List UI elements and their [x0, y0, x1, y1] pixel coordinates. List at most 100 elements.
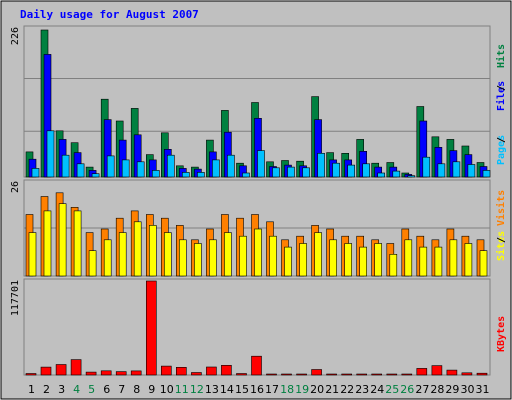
legend-sites: Sites — [495, 231, 507, 261]
bar-kbytes-day-17 — [266, 373, 277, 376]
bar-pages-day-27 — [422, 156, 431, 178]
bar-pages-day-14 — [227, 154, 235, 178]
x-tick-label: 28 — [430, 383, 444, 396]
bar-pages-day-8 — [136, 161, 145, 178]
x-tick-label: 21 — [325, 383, 339, 396]
bar-kbytes-day-19 — [296, 373, 307, 376]
x-tick-label: 27 — [415, 383, 429, 396]
x-tick-label: 10 — [160, 383, 174, 396]
chart-title: Daily usage for August 2007 — [20, 8, 199, 21]
chart-panels: 226Pages/Files/Hits26Sites/Visits117701K… — [10, 25, 507, 376]
bar-kbytes-day-23 — [356, 373, 368, 376]
legend-visits: Visits — [495, 190, 507, 226]
bar-kbytes-day-4 — [70, 359, 82, 376]
x-tick-label: 24 — [370, 383, 384, 396]
bar-kbytes-day-1 — [25, 373, 37, 376]
bar-pages-day-10 — [167, 154, 175, 178]
bar-sites-day-14 — [224, 232, 232, 277]
x-tick-label: 1 — [28, 383, 35, 396]
x-tick-label: 15 — [235, 383, 249, 396]
bar-kbytes-day-29 — [446, 369, 458, 376]
panel-visits-sites: 26 Sites/ Visits — [10, 179, 507, 277]
x-tick-label: 11 — [175, 383, 189, 396]
bar-kbytes-day-11 — [176, 366, 187, 376]
series-bars — [25, 192, 488, 277]
x-tick-label: 7 — [118, 383, 125, 396]
bar-sites-day-13 — [209, 239, 217, 277]
bar-sites-day-26 — [404, 239, 413, 277]
legend-files: Files — [495, 81, 507, 111]
y-max-label: 117701 — [10, 280, 21, 316]
bar-sites-day-16 — [254, 228, 262, 277]
bar-pages-day-15 — [242, 172, 250, 178]
bar-kbytes-day-26 — [401, 373, 413, 376]
bar-sites-day-17 — [269, 235, 277, 277]
bar-kbytes-day-9 — [146, 280, 157, 376]
x-tick-label: 20 — [310, 383, 324, 396]
bar-pages-day-24 — [377, 172, 386, 178]
x-tick-label: 3 — [58, 383, 65, 396]
bar-sites-day-22 — [344, 243, 353, 277]
bar-pages-day-7 — [121, 159, 130, 178]
bar-pages-day-1 — [31, 168, 40, 178]
bar-kbytes-day-12 — [191, 372, 202, 376]
x-tick-label: 25 — [385, 383, 399, 396]
series-bars — [25, 29, 491, 178]
y-max-label: 226 — [10, 27, 21, 45]
bar-sites-day-28 — [434, 246, 443, 277]
bar-sites-day-7 — [118, 232, 127, 277]
bar-kbytes-day-2 — [40, 366, 52, 376]
bar-sites-day-15 — [239, 235, 247, 277]
bar-kbytes-day-15 — [236, 373, 247, 376]
bar-sites-day-23 — [359, 246, 368, 277]
bar-sites-day-25 — [389, 254, 398, 277]
bar-kbytes-day-13 — [206, 366, 217, 376]
x-tick-label: 30 — [461, 383, 475, 396]
x-tick-label: 16 — [250, 383, 264, 396]
bar-sites-day-1 — [28, 232, 37, 277]
bar-kbytes-day-16 — [251, 355, 262, 376]
bar-kbytes-day-25 — [386, 373, 398, 376]
x-tick-label: 8 — [133, 383, 140, 396]
bar-sites-day-29 — [449, 239, 458, 277]
bar-pages-day-4 — [76, 163, 85, 178]
bar-sites-day-11 — [179, 239, 187, 277]
x-tick-label: 12 — [190, 383, 204, 396]
bar-kbytes-day-22 — [341, 373, 353, 376]
bar-pages-day-3 — [61, 154, 70, 178]
bar-sites-day-31 — [479, 250, 488, 277]
bar-kbytes-day-20 — [311, 369, 322, 376]
bar-kbytes-day-8 — [130, 370, 142, 376]
x-tick-label: 22 — [340, 383, 354, 396]
legend-separator: / — [496, 85, 507, 91]
legend-pages: Pages — [496, 135, 507, 165]
bar-kbytes-day-24 — [371, 373, 383, 376]
bar-pages-day-19 — [302, 167, 310, 178]
bar-sites-day-10 — [164, 232, 172, 277]
bar-kbytes-day-27 — [416, 368, 428, 376]
bar-pages-day-20 — [317, 153, 325, 178]
legend-separator: / — [496, 237, 507, 243]
bar-pages-day-30 — [467, 164, 476, 178]
bar-sites-day-24 — [374, 243, 383, 277]
bar-pages-day-18 — [287, 166, 295, 178]
x-tick-label: 17 — [265, 383, 279, 396]
bar-sites-day-5 — [88, 250, 97, 277]
x-axis-day-labels: 1 2 3 4 5 6 7 8 9 10 11 12 13 14 15 16 17 18 19 20 21 22 23 24 2… — [28, 383, 490, 396]
x-tick-label: 19 — [295, 383, 309, 396]
x-tick-label: 26 — [400, 383, 414, 396]
bar-sites-day-9 — [149, 225, 157, 277]
bar-pages-day-21 — [332, 162, 340, 178]
bar-kbytes-day-18 — [281, 373, 292, 376]
bar-kbytes-day-14 — [221, 364, 232, 376]
bar-sites-day-3 — [58, 203, 67, 277]
bar-pages-day-22 — [347, 164, 356, 178]
bar-pages-day-5 — [91, 173, 100, 178]
x-tick-label: 4 — [73, 383, 80, 396]
bar-pages-day-2 — [46, 130, 55, 178]
bar-kbytes-day-10 — [161, 365, 172, 376]
bar-kbytes-day-21 — [326, 373, 337, 376]
x-tick-label: 5 — [88, 383, 95, 396]
bar-kbytes-day-6 — [100, 370, 112, 376]
